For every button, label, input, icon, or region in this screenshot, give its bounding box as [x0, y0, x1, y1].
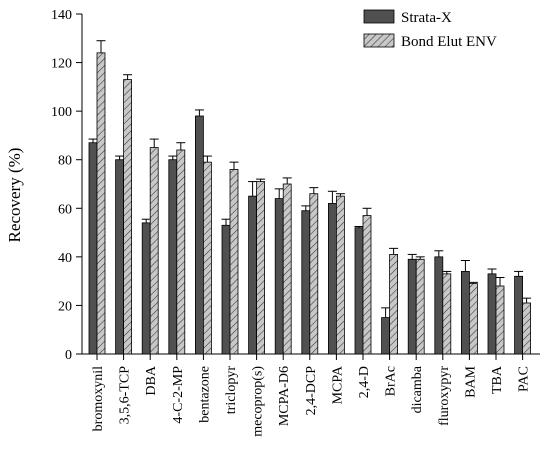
- legend-label: Strata-X: [401, 10, 452, 26]
- x-tick-label: bromoxynil: [91, 366, 106, 431]
- bar-bond-elut-env: [335, 195, 345, 355]
- bar-bond-elut-env: [309, 193, 319, 355]
- bar-bond-elut-env: [123, 79, 132, 355]
- x-tick-label: BAM: [463, 365, 478, 397]
- bar-strata-x: [460, 271, 470, 355]
- bar-strata-x: [141, 222, 151, 355]
- x-tick-label: DBA: [144, 365, 159, 395]
- bar-bond-elut-env: [229, 169, 239, 355]
- bar-bond-elut-env: [442, 273, 452, 355]
- bar-bond-elut-env: [176, 149, 186, 355]
- y-tick-label: 40: [58, 251, 72, 266]
- bar-strata-x: [354, 227, 364, 355]
- legend-swatch-strata-x: [363, 9, 395, 24]
- x-tick-label: TBA: [490, 365, 505, 394]
- x-tick-label: 2,4-DCP: [304, 366, 319, 416]
- bar-strata-x: [274, 198, 284, 355]
- x-tick-label: MCPA-D6: [277, 366, 292, 426]
- x-tick-label: bentazone: [197, 366, 212, 423]
- x-tick-label: MCPA: [330, 365, 345, 404]
- bar-bond-elut-env: [389, 254, 399, 355]
- bar-strata-x: [194, 115, 204, 355]
- bar-strata-x: [381, 317, 391, 355]
- x-tick-label: fluroxypyr: [437, 366, 452, 426]
- bar-strata-x: [115, 159, 124, 355]
- x-tick-label: mecoprop(s): [251, 366, 266, 437]
- bar-strata-x: [327, 203, 337, 355]
- y-tick-label: 60: [58, 202, 72, 217]
- legend-label: Bond Elut ENV: [401, 34, 497, 50]
- bar-strata-x: [407, 258, 417, 355]
- bar-bond-elut-env: [495, 285, 505, 355]
- x-tick-label: triclopyr: [224, 366, 239, 415]
- bar-strata-x: [301, 210, 311, 355]
- bar-strata-x: [487, 273, 497, 355]
- bar-strata-x: [248, 195, 258, 355]
- y-tick-label: 20: [58, 299, 72, 314]
- x-tick-label: PAC: [517, 366, 532, 392]
- y-tick-label: 80: [58, 154, 72, 169]
- bar-bond-elut-env: [282, 183, 292, 355]
- bar-strata-x: [434, 256, 444, 355]
- x-tick-label: 2,4-D: [357, 366, 372, 398]
- bar-bond-elut-env: [468, 283, 478, 355]
- x-tick-label: BrAc: [384, 366, 399, 396]
- bar-bond-elut-env: [96, 52, 106, 355]
- bar-bond-elut-env: [256, 181, 266, 355]
- x-tick-label: 4-C-2-MP: [171, 366, 186, 424]
- y-tick-label: 0: [65, 348, 72, 363]
- bar-strata-x: [168, 159, 178, 355]
- y-axis-label: Recovery (%): [5, 148, 24, 243]
- y-tick-label: 100: [51, 105, 72, 120]
- legend-swatch-bond-elut-env: [363, 33, 395, 48]
- y-tick-label: 140: [51, 8, 72, 23]
- bar-bond-elut-env: [362, 215, 372, 355]
- bar-bond-elut-env: [415, 258, 425, 355]
- bar-bond-elut-env: [522, 302, 531, 355]
- y-tick-label: 120: [51, 57, 72, 72]
- bar-strata-x: [88, 142, 98, 355]
- legend: Strata-X Bond Elut ENV: [363, 9, 497, 50]
- bar-strata-x: [221, 224, 231, 355]
- x-tick-label: dicamba: [410, 365, 425, 413]
- bar-bond-elut-env: [202, 161, 212, 355]
- bar-bond-elut-env: [149, 147, 159, 355]
- x-tick-label: 3,5,6-TCP: [118, 366, 133, 425]
- bar-strata-x: [514, 275, 523, 355]
- plot-area: 0 20 40 60 80 100 120 140 bromoxynil 3,5,6-TCP DBA…: [51, 8, 540, 437]
